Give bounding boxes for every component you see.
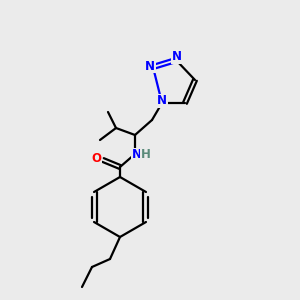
Text: N: N — [132, 148, 142, 161]
Text: N: N — [157, 94, 167, 107]
Text: N: N — [145, 59, 155, 73]
Text: N: N — [172, 50, 182, 64]
Text: H: H — [141, 148, 151, 161]
Text: O: O — [91, 152, 101, 166]
